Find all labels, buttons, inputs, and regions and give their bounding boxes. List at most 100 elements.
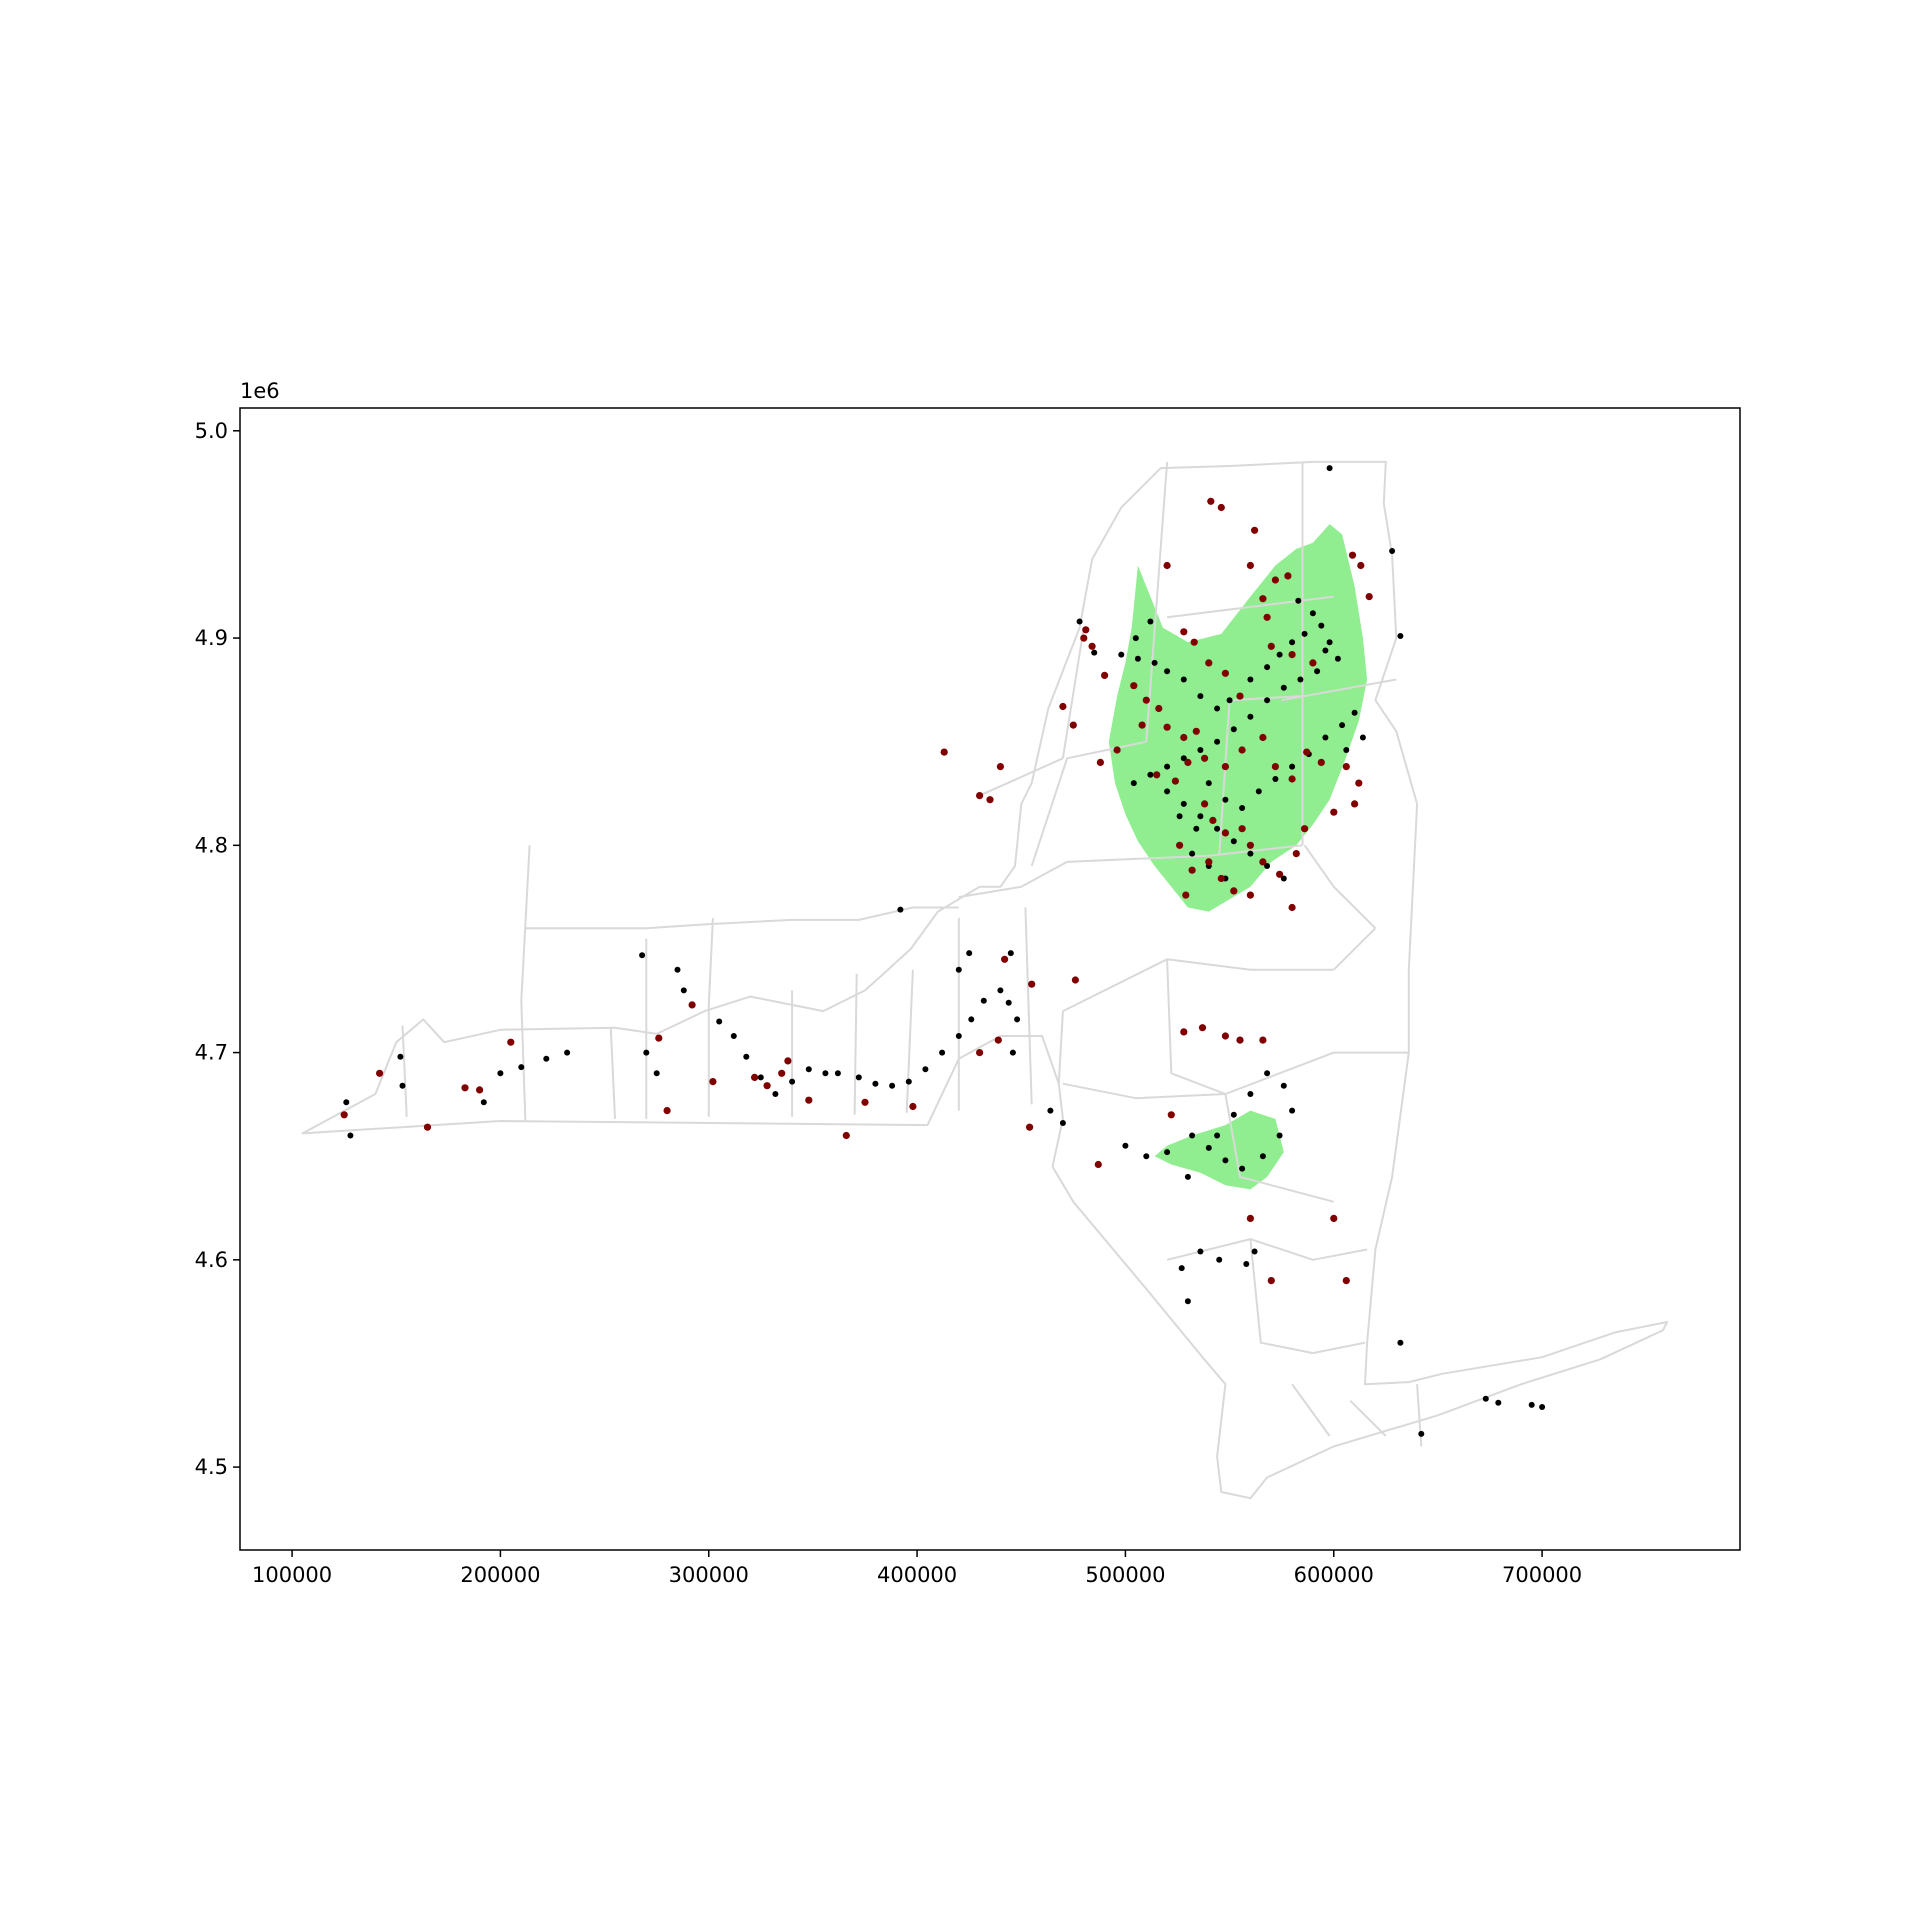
dark-red-point bbox=[1198, 1024, 1207, 1032]
black-point bbox=[1180, 755, 1187, 762]
black-point bbox=[1134, 655, 1141, 662]
dark-red-point bbox=[1351, 800, 1359, 808]
black-point bbox=[922, 1066, 929, 1073]
black-point bbox=[939, 1049, 946, 1056]
county-boundary-line bbox=[1166, 1238, 1368, 1261]
dark-red-point bbox=[1184, 758, 1192, 767]
black-point bbox=[1193, 825, 1200, 832]
black-point bbox=[1318, 622, 1325, 629]
y-axis: 4.5 4.6 4.7 4.8 4.9 5.0 bbox=[195, 419, 240, 1479]
black-point bbox=[1322, 647, 1329, 654]
dark-red-point bbox=[1230, 887, 1238, 895]
black-point bbox=[1122, 1142, 1129, 1149]
county-boundary-line bbox=[853, 973, 858, 1115]
black-point bbox=[1251, 1248, 1258, 1255]
black-point bbox=[1205, 780, 1212, 787]
black-point bbox=[1147, 618, 1154, 625]
x-tick-label: 100000 bbox=[252, 1563, 332, 1587]
dark-red-point bbox=[1267, 1277, 1275, 1285]
black-point bbox=[1005, 999, 1012, 1006]
black-point bbox=[955, 1033, 962, 1039]
county-boundary-line bbox=[525, 918, 793, 930]
black-point bbox=[1214, 1132, 1221, 1139]
x-tick-label: 400000 bbox=[877, 1563, 957, 1587]
black-point bbox=[639, 952, 646, 959]
y-tick-label: 4.7 bbox=[195, 1041, 228, 1065]
black-point bbox=[1264, 863, 1271, 869]
dark-red-point bbox=[1130, 682, 1138, 690]
dark-red-point bbox=[1357, 561, 1365, 570]
county-boundary-line bbox=[1224, 1093, 1335, 1203]
dark-red-point bbox=[1180, 1028, 1188, 1036]
black-point bbox=[716, 1018, 723, 1025]
county-boundary-line bbox=[520, 845, 531, 1122]
black-point bbox=[1314, 668, 1321, 675]
dark-red-point bbox=[1096, 758, 1104, 767]
county-boundary-line bbox=[1249, 1239, 1314, 1355]
black-point bbox=[1495, 1399, 1502, 1406]
dark-red-point bbox=[1251, 526, 1259, 534]
y-tick-label: 5.0 bbox=[195, 419, 228, 443]
county-boundary-line bbox=[1349, 1400, 1387, 1437]
dark-red-point bbox=[1365, 593, 1373, 601]
dark-red-point bbox=[709, 1078, 717, 1086]
black-point bbox=[757, 1074, 764, 1081]
dark-red-point bbox=[1163, 561, 1171, 570]
black-point bbox=[889, 1082, 896, 1089]
black-point bbox=[564, 1049, 571, 1056]
dark-red-point bbox=[976, 792, 984, 800]
black-point bbox=[1343, 747, 1350, 753]
black-point bbox=[1397, 633, 1404, 639]
dark-red-point bbox=[994, 1036, 1002, 1044]
black-point bbox=[1230, 1111, 1237, 1118]
black-point bbox=[1197, 1248, 1204, 1255]
black-point bbox=[1289, 1107, 1296, 1114]
black-point bbox=[905, 1078, 912, 1085]
black-point bbox=[1276, 651, 1283, 658]
x-tick-label: 200000 bbox=[460, 1563, 540, 1587]
black-point bbox=[1301, 630, 1308, 637]
dark-red-point bbox=[986, 796, 994, 804]
black-point bbox=[997, 987, 1004, 994]
black-point bbox=[1226, 697, 1233, 704]
black-point bbox=[1326, 465, 1333, 472]
plot-area bbox=[301, 460, 1669, 1500]
dark-red-point bbox=[655, 1034, 663, 1042]
dark-red-point bbox=[1221, 763, 1229, 771]
black-point bbox=[1295, 597, 1302, 604]
black-point bbox=[1539, 1404, 1546, 1410]
dark-red-point bbox=[763, 1082, 771, 1090]
x-tick-label: 700000 bbox=[1502, 1563, 1582, 1587]
dark-red-point bbox=[996, 763, 1005, 771]
black-point bbox=[805, 1066, 812, 1073]
black-point bbox=[1205, 1144, 1212, 1151]
dark-red-point bbox=[1028, 980, 1036, 988]
black-point bbox=[1197, 813, 1204, 820]
dark-red-point bbox=[909, 1102, 917, 1111]
dark-red-point bbox=[1171, 777, 1179, 785]
dark-red-point bbox=[1153, 771, 1161, 779]
dark-red-point bbox=[1236, 692, 1244, 700]
dark-red-point bbox=[340, 1111, 348, 1119]
black-point bbox=[399, 1082, 406, 1089]
black-point bbox=[1482, 1395, 1489, 1402]
county-boundary-line bbox=[792, 906, 959, 921]
black-point bbox=[1164, 1149, 1171, 1156]
dark-red-point bbox=[1182, 891, 1190, 899]
y-offset-label: 1e6 bbox=[240, 379, 280, 403]
black-point bbox=[1178, 1265, 1185, 1272]
black-point bbox=[1239, 805, 1246, 811]
dark-red-point bbox=[842, 1131, 850, 1140]
black-point bbox=[822, 1070, 829, 1077]
black-point bbox=[1247, 713, 1254, 720]
black-point bbox=[1214, 825, 1221, 832]
dark-red-point bbox=[1348, 551, 1357, 559]
y-tick-label: 4.9 bbox=[195, 626, 228, 650]
black-point bbox=[1247, 676, 1254, 683]
black-point bbox=[347, 1132, 354, 1139]
county-boundary-line bbox=[401, 1025, 408, 1117]
black-point bbox=[968, 1016, 975, 1023]
black-point bbox=[955, 966, 962, 973]
